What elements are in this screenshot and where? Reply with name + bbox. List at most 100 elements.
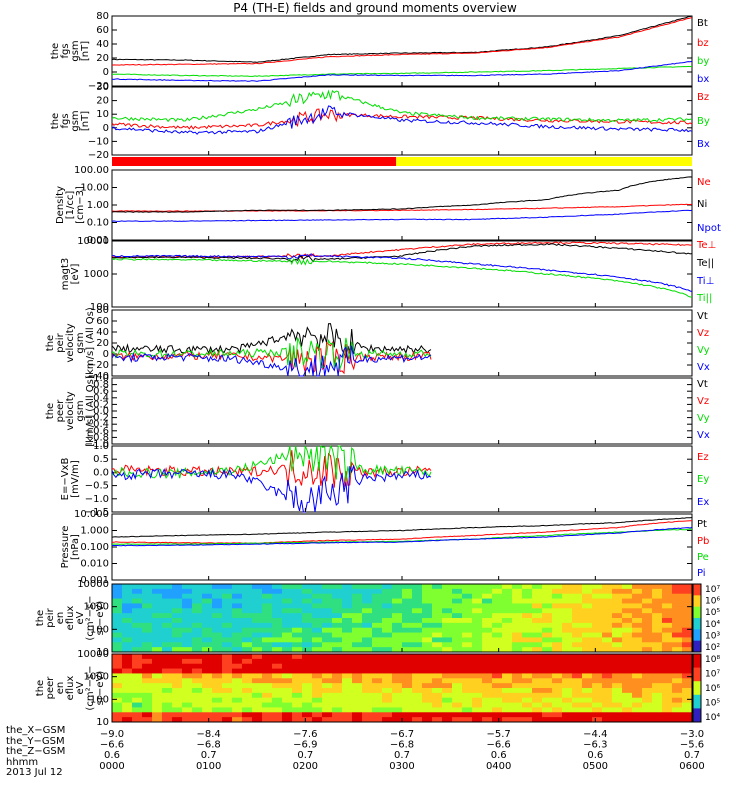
heatmap-cell	[442, 712, 453, 718]
heatmap-cell	[192, 627, 203, 634]
y-tick-label: 20	[96, 53, 109, 64]
heatmap-cell	[192, 584, 203, 590]
heatmap-cell	[332, 622, 343, 629]
y-axis-label-group: the fgs gsm [nT]	[50, 110, 91, 131]
heatmap-cell	[242, 683, 253, 689]
heatmap-cell	[302, 632, 313, 638]
heatmap-cell	[592, 622, 603, 629]
heatmap-cell	[122, 692, 133, 699]
heatmap-cell	[222, 683, 233, 689]
heatmap-cell	[472, 637, 483, 643]
heatmap-cell	[172, 588, 183, 595]
heatmap-cell	[682, 678, 693, 684]
legend-entry: bz	[697, 38, 709, 49]
heatmap-cell	[432, 683, 443, 689]
heatmap-cell	[542, 712, 553, 718]
heatmap-cell	[512, 683, 523, 689]
heatmap-cell	[322, 688, 333, 694]
heatmap-cell	[362, 697, 373, 704]
heatmap-cell	[302, 637, 313, 643]
heatmap-cell	[452, 658, 463, 665]
heatmap-cell	[502, 717, 513, 723]
y-tick-label: −20	[88, 360, 109, 371]
heatmap-cell	[342, 663, 353, 670]
heatmap-cell	[622, 642, 633, 648]
y-tick-label: 0.4	[93, 393, 109, 404]
legend-entry: By	[697, 116, 710, 127]
heatmap-cell	[112, 642, 123, 648]
heatmap-cell	[482, 632, 493, 638]
heatmap-cell	[642, 717, 653, 723]
heatmap-cell	[502, 707, 513, 713]
heatmap-cell	[122, 627, 133, 634]
heatmap-cell	[292, 613, 303, 619]
heatmap-cell	[212, 603, 223, 609]
heatmap-cell	[652, 618, 663, 624]
heatmap-cell	[182, 598, 193, 604]
heatmap-cell	[562, 618, 573, 624]
heatmap-cell	[322, 603, 333, 609]
series-line-Ex	[111, 465, 432, 513]
heatmap-cell	[612, 622, 623, 629]
heatmap-cell	[502, 622, 513, 629]
heatmap-cell	[162, 668, 173, 674]
heatmap-cell	[292, 598, 303, 604]
heatmap-cell	[522, 613, 533, 619]
heatmap-cell	[192, 654, 203, 660]
heatmap-cell	[552, 603, 563, 609]
heatmap-cell	[512, 688, 523, 694]
heatmap-cell	[412, 593, 423, 600]
legend-entry: Bt	[697, 18, 708, 29]
heatmap-cell	[482, 712, 493, 718]
y-tick-label: 0.5	[93, 454, 109, 465]
heatmap-cell	[242, 608, 253, 614]
heatmap-cell	[412, 658, 423, 665]
heatmap-cell	[542, 707, 553, 713]
heatmap-cell	[602, 658, 613, 665]
heatmap-cell	[372, 598, 383, 604]
heatmap-cell	[422, 603, 433, 609]
heatmap-cell	[412, 642, 423, 648]
heatmap-cell	[632, 668, 643, 674]
heatmap-cell	[582, 647, 593, 653]
heatmap-cell	[682, 673, 693, 679]
heatmap-cell	[292, 654, 303, 660]
heatmap-cell	[492, 717, 503, 723]
heatmap-cell	[392, 647, 403, 653]
heatmap-cell	[292, 642, 303, 648]
x-tick-label: 0000	[99, 761, 124, 772]
heatmap-cell	[312, 658, 323, 665]
heatmap-cell	[342, 598, 353, 604]
heatmap-cell	[552, 712, 563, 718]
heatmap-cell	[552, 584, 563, 590]
heatmap-cell	[222, 673, 233, 679]
heatmap-cell	[232, 678, 243, 684]
heatmap-cell	[522, 688, 533, 694]
heatmap-cell	[472, 603, 483, 609]
heatmap-cell	[512, 707, 523, 713]
heatmap-cell	[332, 692, 343, 699]
heatmap-cell	[532, 593, 543, 600]
heatmap-cell	[342, 627, 353, 634]
heatmap-cell	[522, 627, 533, 634]
heatmap-cell	[312, 613, 323, 619]
heatmap-cell	[332, 658, 343, 665]
heatmap-cell	[352, 642, 363, 648]
heatmap-cell	[412, 692, 423, 699]
heatmap-cell	[642, 588, 653, 595]
heatmap-cell	[552, 673, 563, 679]
heatmap-cell	[312, 717, 323, 723]
heatmap-cell	[312, 637, 323, 643]
heatmap-cell	[282, 717, 293, 723]
legend-entry: Vx	[697, 430, 710, 441]
heatmap-cell	[272, 642, 283, 648]
heatmap-cell	[172, 608, 183, 614]
heatmap-cell	[632, 632, 643, 638]
heatmap-cell	[322, 707, 333, 713]
heatmap-cell	[292, 584, 303, 590]
heatmap-cell	[572, 598, 583, 604]
heatmap-cell	[342, 678, 353, 684]
heatmap-cell	[642, 663, 653, 670]
heatmap-cell	[492, 632, 503, 638]
heatmap-cell	[502, 598, 513, 604]
